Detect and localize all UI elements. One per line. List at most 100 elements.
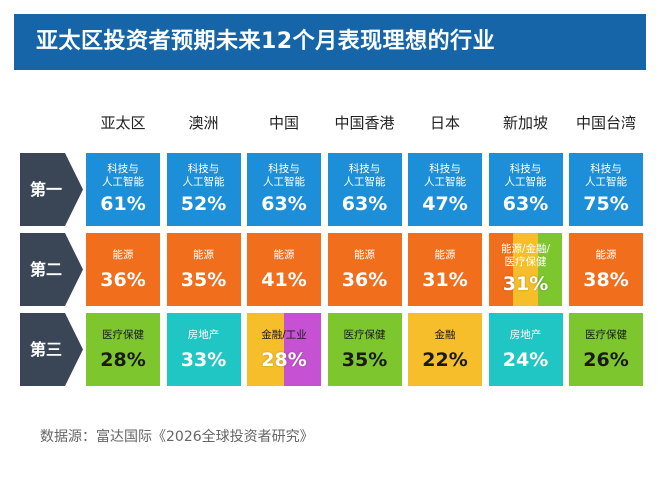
cell-value: 38% — [583, 269, 629, 291]
cell-r2-c5: 房地产 24% — [488, 313, 563, 386]
cell-value: 35% — [341, 349, 388, 371]
cell-segment-2 — [537, 233, 563, 306]
cell-segment-0 — [86, 313, 160, 386]
cell-value: 31% — [502, 273, 549, 295]
cell-value: 33% — [180, 349, 227, 371]
cell-label: 科技与 人工智能 — [424, 163, 466, 188]
column-header-4: 日本 — [429, 114, 460, 132]
rank-arrow-fill — [20, 153, 83, 226]
cell-segment-0 — [247, 233, 321, 306]
cell-segment-0 — [327, 313, 402, 386]
column-header-6: 中国台湾 — [575, 114, 636, 132]
cell-label: 科技与 人工智能 — [585, 163, 627, 188]
cell-label: 金融/工业 — [261, 329, 307, 341]
chart-title: 亚太区投资者预期未来12个月表现理想的行业 — [36, 29, 496, 54]
cell-segment-0 — [569, 313, 643, 386]
cell-label: 能源 — [112, 249, 134, 261]
rank-arrow-fill — [20, 233, 83, 306]
rank-label-0: 第一 — [20, 153, 83, 226]
cell-segment-0 — [247, 153, 321, 226]
title-banner: 亚太区投资者预期未来12个月表现理想的行业 — [14, 14, 646, 70]
cell-segment-0 — [488, 233, 514, 306]
cell-segment-0 — [327, 153, 402, 226]
cell-segment-0 — [166, 233, 241, 306]
cell-segment-0 — [569, 153, 643, 226]
cell-value: 26% — [583, 349, 629, 371]
cell-r1-c4: 能源 31% — [408, 233, 482, 306]
cell-label: 房地产 — [187, 329, 220, 341]
cell-segment-0 — [86, 153, 160, 226]
cell-segment-0 — [166, 153, 241, 226]
source-note: 数据源：富达国际《2026全球投资者研究》 — [40, 429, 314, 445]
cell-label: 医疗保健 — [102, 329, 144, 341]
cell-label: 能源 — [193, 249, 214, 261]
cell-segment-0 — [166, 313, 241, 386]
cell-value: 22% — [422, 349, 468, 371]
cell-r0-c2: 科技与 人工智能 63% — [247, 153, 321, 226]
column-header-0: 亚太区 — [100, 114, 146, 132]
cell-segment-0 — [327, 233, 402, 306]
cell-r2-c0: 医疗保健 28% — [86, 313, 160, 386]
cell-r2-c4: 金融 22% — [408, 313, 482, 386]
cell-segment-0 — [488, 313, 563, 386]
cell-segment-1 — [513, 233, 539, 306]
cell-segment-0 — [408, 233, 482, 306]
rank-text-0: 第一 — [29, 180, 62, 199]
cell-label: 科技与 人工智能 — [343, 163, 386, 188]
cell-label: 房地产 — [509, 329, 542, 341]
cell-segment-1 — [284, 313, 321, 386]
cell-value: 61% — [100, 193, 146, 215]
cell-r0-c1: 科技与 人工智能 52% — [166, 153, 241, 226]
cell-r1-c6: 能源 38% — [569, 233, 643, 306]
cell-value: 28% — [261, 349, 307, 371]
cell-label: 能源 — [434, 249, 456, 261]
cell-value: 63% — [261, 193, 307, 215]
cell-label: 科技与 人工智能 — [182, 163, 225, 188]
cell-r1-c5: 能源/金融/ 医疗保健 31% — [488, 233, 563, 306]
cell-label: 能源 — [354, 249, 375, 261]
cell-value: 47% — [422, 193, 468, 215]
cell-label: 医疗保健 — [585, 329, 627, 341]
rank-arrow-shape — [20, 233, 83, 306]
cell-label: 科技与 人工智能 — [102, 163, 144, 188]
cell-r1-c2: 能源 41% — [247, 233, 321, 306]
rank-arrow-fill — [20, 313, 83, 386]
cell-segment-0 — [408, 313, 482, 386]
cell-r2-c3: 医疗保健 35% — [327, 313, 402, 386]
cell-r1-c3: 能源 36% — [327, 233, 402, 306]
cell-value: 75% — [583, 193, 629, 215]
rank-text-1: 第二 — [29, 260, 62, 279]
rank-label-1: 第二 — [20, 233, 83, 306]
cell-value: 35% — [180, 269, 227, 291]
cell-segment-0 — [86, 233, 160, 306]
cell-value: 52% — [180, 193, 227, 215]
cell-label: 医疗保健 — [343, 329, 386, 341]
cell-r0-c6: 科技与 人工智能 75% — [569, 153, 643, 226]
cell-label: 能源/金融/ 医疗保健 — [500, 243, 551, 268]
cell-value: 63% — [502, 193, 549, 215]
cell-label: 科技与 人工智能 — [263, 163, 305, 188]
cell-value: 28% — [100, 349, 146, 371]
cell-label: 科技与 人工智能 — [504, 163, 547, 188]
rank-arrow-shape — [20, 153, 83, 226]
cell-value: 36% — [341, 269, 388, 291]
column-header-5: 新加坡 — [502, 114, 548, 132]
column-header-1: 澳洲 — [188, 114, 219, 132]
cell-segment-0 — [408, 153, 482, 226]
cell-r1-c0: 能源 36% — [86, 233, 160, 306]
rank-label-2: 第三 — [20, 313, 83, 386]
column-header-2: 中国 — [268, 114, 299, 132]
cell-value: 31% — [422, 269, 468, 291]
cell-label: 能源 — [595, 249, 617, 261]
column-header-3: 中国香港 — [334, 114, 395, 132]
cell-segment-0 — [488, 153, 563, 226]
cell-value: 63% — [341, 193, 388, 215]
cell-r2-c1: 房地产 33% — [166, 313, 241, 386]
cell-label: 能源 — [273, 249, 295, 261]
rank-arrow-shape — [20, 313, 83, 386]
cell-segment-0 — [247, 313, 285, 386]
cell-value: 41% — [261, 269, 307, 291]
cell-r0-c3: 科技与 人工智能 63% — [327, 153, 402, 226]
cell-label: 金融 — [434, 329, 456, 341]
cell-r2-c2: 金融/工业 28% — [247, 313, 321, 386]
